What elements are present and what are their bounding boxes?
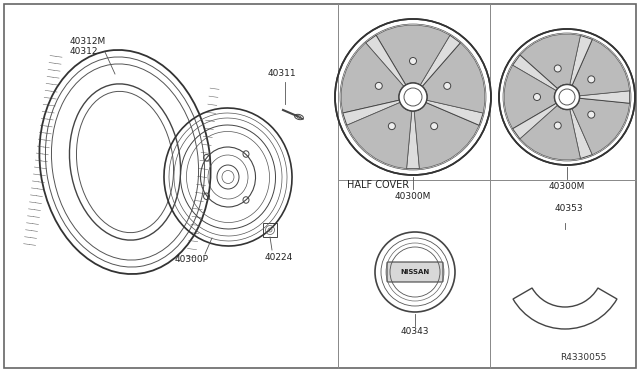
- Polygon shape: [376, 25, 450, 85]
- Text: 40312: 40312: [70, 47, 99, 56]
- Polygon shape: [579, 91, 630, 103]
- Polygon shape: [422, 43, 485, 113]
- Ellipse shape: [588, 76, 595, 83]
- Ellipse shape: [410, 58, 417, 64]
- Text: 40312M: 40312M: [70, 37, 106, 46]
- Polygon shape: [414, 103, 479, 169]
- Text: 40300M: 40300M: [395, 192, 431, 201]
- Polygon shape: [570, 35, 593, 86]
- Polygon shape: [572, 98, 630, 155]
- Text: 40300M: 40300M: [549, 182, 586, 191]
- Ellipse shape: [399, 83, 427, 111]
- Text: NISSAN: NISSAN: [401, 269, 429, 275]
- Ellipse shape: [404, 88, 422, 106]
- Ellipse shape: [375, 82, 382, 89]
- Polygon shape: [343, 100, 400, 125]
- Ellipse shape: [444, 82, 451, 89]
- Text: 40311: 40311: [268, 69, 296, 78]
- Text: HALF COVER: HALF COVER: [347, 180, 409, 190]
- Polygon shape: [513, 55, 558, 91]
- Polygon shape: [341, 43, 404, 113]
- Polygon shape: [570, 108, 593, 158]
- Polygon shape: [365, 35, 406, 86]
- Text: 40224: 40224: [265, 253, 293, 262]
- Ellipse shape: [554, 84, 579, 109]
- Bar: [263, 223, 277, 237]
- Text: 40300P: 40300P: [175, 255, 209, 264]
- Ellipse shape: [559, 89, 575, 105]
- Polygon shape: [426, 100, 483, 125]
- Polygon shape: [513, 103, 558, 139]
- FancyBboxPatch shape: [387, 262, 443, 282]
- Polygon shape: [420, 35, 460, 86]
- Ellipse shape: [388, 123, 396, 129]
- Polygon shape: [520, 34, 580, 89]
- Polygon shape: [347, 103, 412, 169]
- Polygon shape: [406, 111, 419, 169]
- Polygon shape: [572, 39, 630, 96]
- Text: 40353: 40353: [555, 204, 584, 213]
- Polygon shape: [504, 65, 557, 129]
- Ellipse shape: [588, 111, 595, 118]
- Ellipse shape: [554, 122, 561, 129]
- Polygon shape: [520, 105, 580, 160]
- Ellipse shape: [431, 123, 438, 129]
- Text: R4330055: R4330055: [560, 353, 606, 362]
- Ellipse shape: [554, 65, 561, 72]
- Ellipse shape: [534, 93, 541, 100]
- Text: 40343: 40343: [401, 327, 429, 336]
